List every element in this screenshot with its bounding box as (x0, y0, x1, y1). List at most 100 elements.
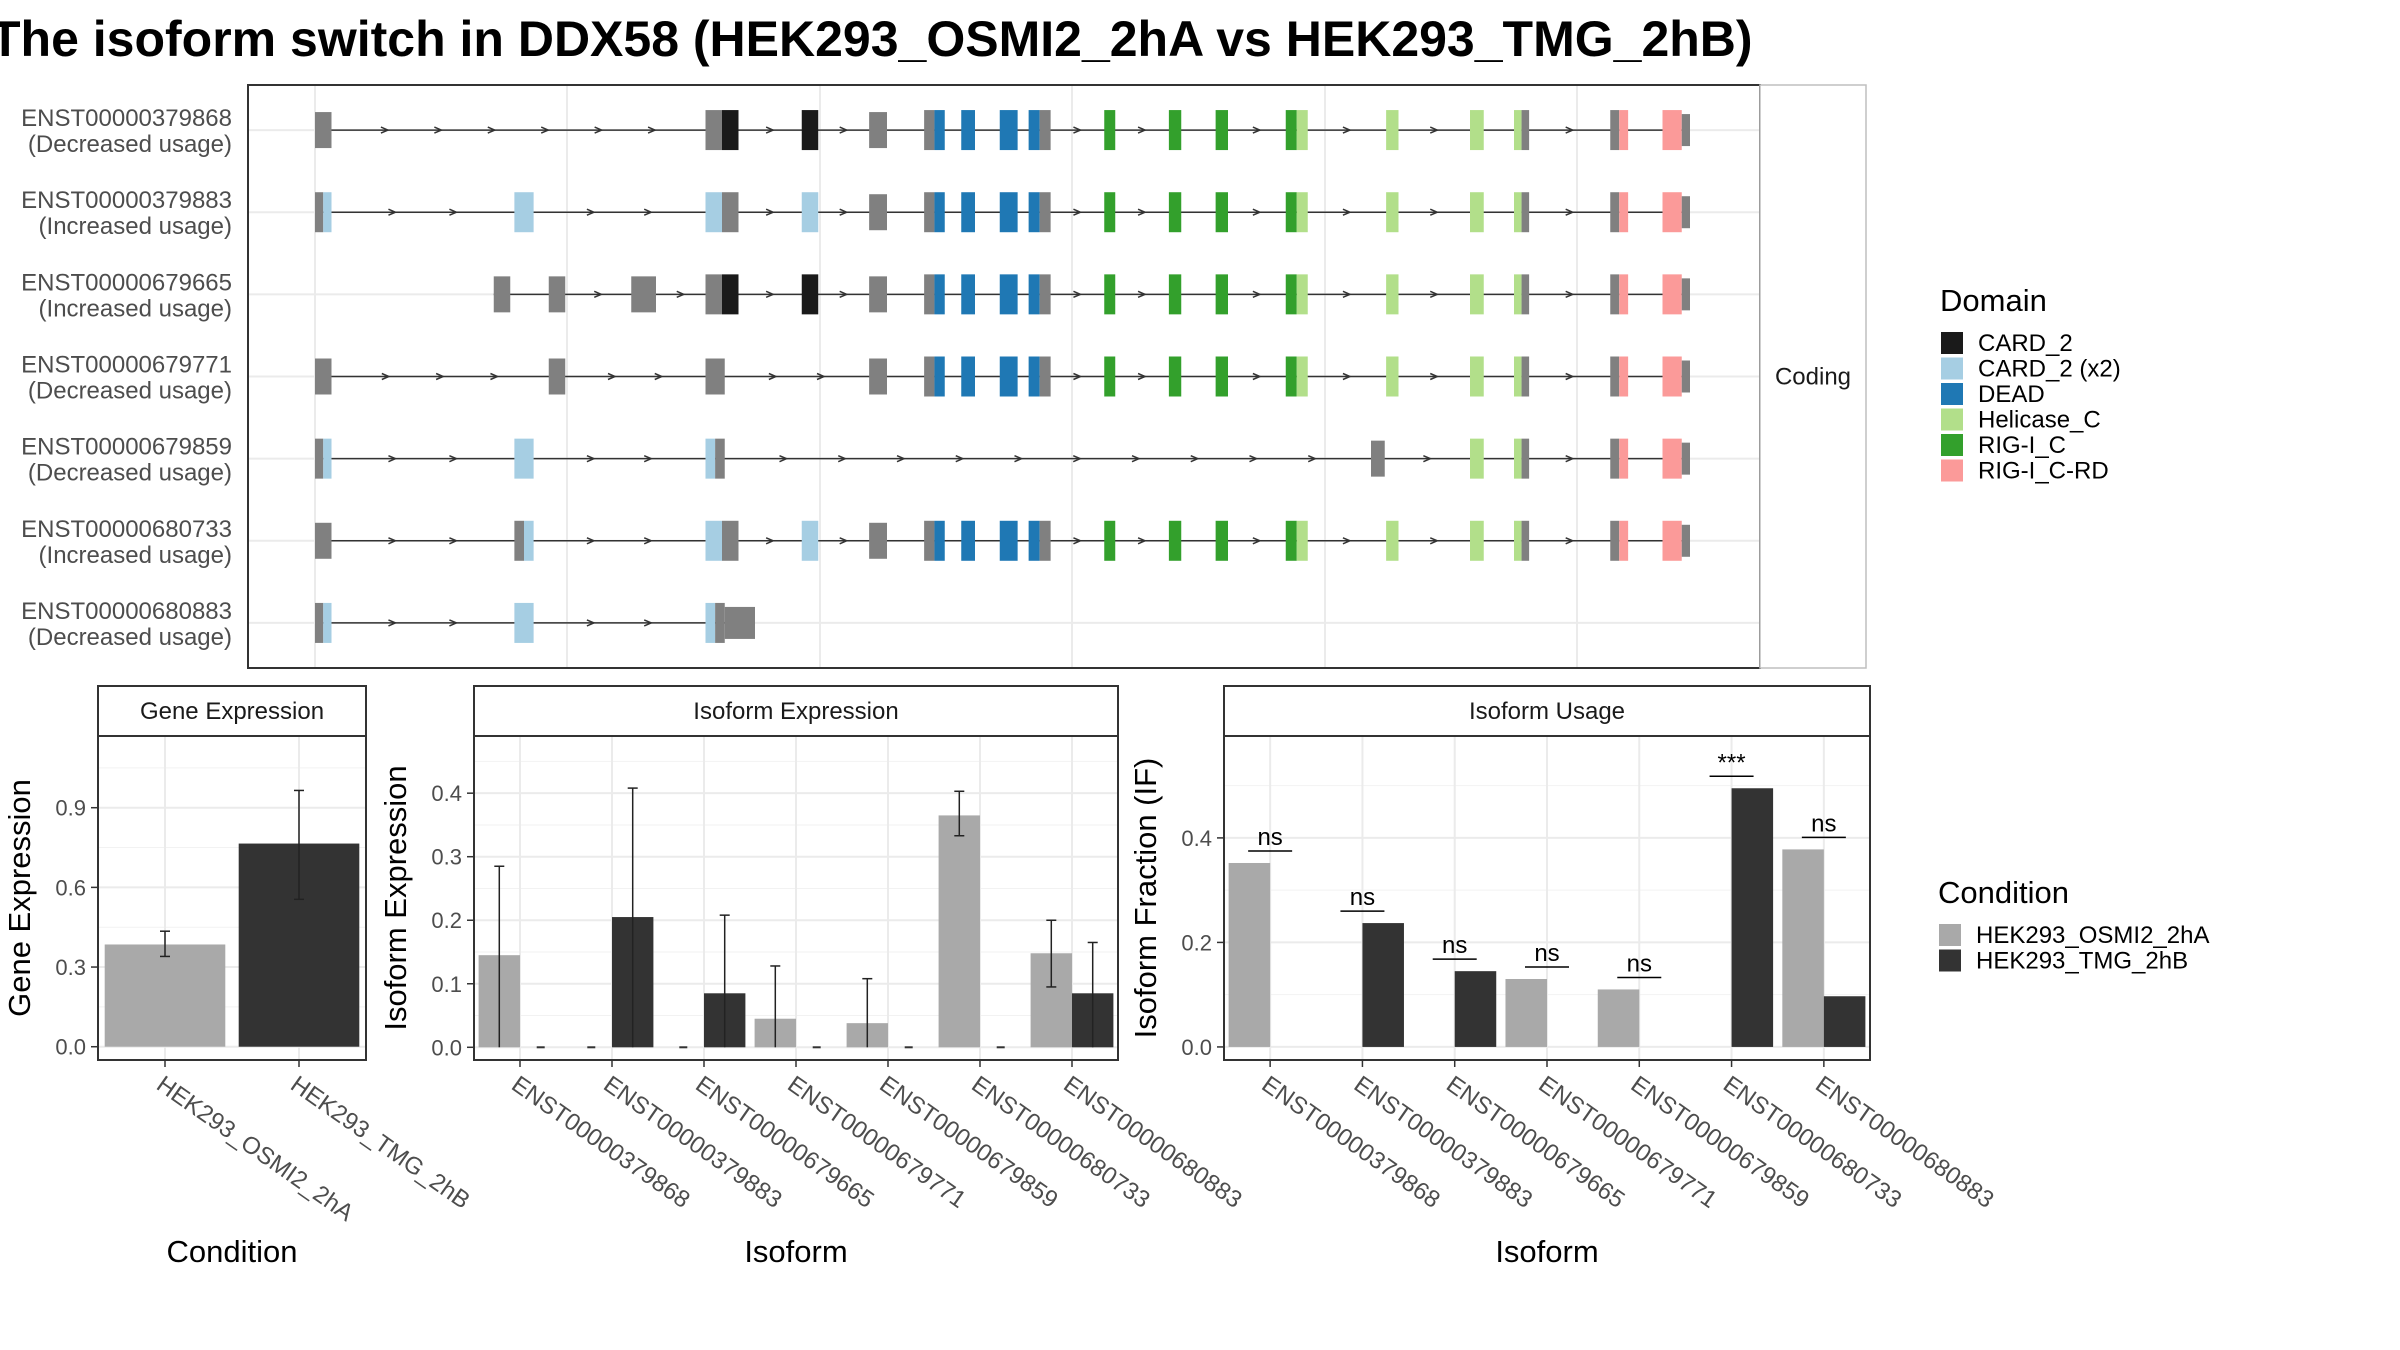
exon-rig-i-c (1168, 274, 1182, 315)
exon-rig-i-c-rd (1662, 274, 1682, 315)
exon-noncoding (1039, 274, 1051, 315)
legend-item-label: DEAD (1978, 381, 2045, 408)
transcript-row (315, 520, 1690, 561)
exon-rig-i-c-rd (1662, 438, 1682, 479)
exon-helicase-c (1296, 520, 1308, 561)
exon-helicase-c (1296, 192, 1308, 233)
exon-helicase-c (1514, 520, 1522, 561)
exon-card-2-x2- (514, 192, 534, 233)
bar (1597, 989, 1640, 1047)
strand-arrow (643, 208, 654, 216)
strand-arrow (1014, 454, 1024, 463)
exon-helicase-c (1470, 438, 1484, 479)
exon-helicase-c (1386, 192, 1399, 233)
exon-dead (999, 520, 1018, 561)
strand-arrow (1073, 126, 1083, 134)
strand-arrow (1249, 454, 1259, 463)
exon-noncoding (869, 194, 887, 231)
strand-arrow (779, 454, 789, 463)
strand-arrow (1137, 208, 1147, 216)
exon-dead (999, 356, 1018, 397)
exon-dead (961, 192, 975, 233)
transcript-id-label: ENST00000379868 (21, 105, 232, 132)
strand-arrow (1252, 208, 1262, 216)
exon-utr (1681, 442, 1690, 475)
transcript-row (315, 192, 1690, 233)
exon-noncoding (493, 276, 511, 313)
strand-arrow (586, 619, 596, 627)
strand-arrow (1072, 454, 1083, 463)
strand-arrow (1565, 126, 1575, 134)
legend-swatch (1939, 924, 1961, 946)
exon-noncoding (869, 112, 887, 149)
transcript-row (315, 438, 1690, 479)
exon-rig-i-c (1285, 110, 1297, 151)
exon-noncoding (631, 276, 656, 313)
legend-item-label: CARD_2 (x2) (1978, 356, 2121, 383)
exon-card-2-x2- (705, 520, 722, 561)
exon-noncoding (1521, 520, 1530, 561)
x-axis-title: Isoform (744, 1234, 847, 1269)
transcript-id-label: ENST00000679859 (21, 434, 232, 461)
transcript-usage-label: (Decreased usage) (28, 460, 232, 487)
exon-card-2-x2- (801, 520, 819, 561)
exon-rig-i-c (1285, 356, 1297, 397)
exon-noncoding (315, 522, 332, 559)
strand-arrow (1252, 126, 1262, 134)
transcript-usage-label: (Decreased usage) (28, 624, 232, 651)
exon-noncoding (924, 110, 935, 151)
exon-rig-i-c-rd (1662, 192, 1682, 233)
exon-rig-i-c (1168, 110, 1182, 151)
exon-noncoding (1039, 520, 1051, 561)
exon-noncoding (715, 438, 725, 479)
strand-arrow (1307, 454, 1318, 463)
exon-dead (1028, 192, 1040, 233)
facet-strip (473, 685, 1119, 737)
significance-label: *** (1718, 749, 1746, 776)
bar (104, 944, 226, 1047)
strand-arrow (435, 372, 446, 381)
strand-arrow (1137, 537, 1147, 545)
exon-noncoding (1521, 438, 1530, 479)
strand-arrow (1190, 454, 1200, 463)
strand-arrow (643, 454, 654, 463)
exon-rig-i-c-rd (1619, 192, 1629, 233)
exon-rig-i-c-rd (1619, 356, 1629, 397)
strand-arrow (1429, 126, 1440, 134)
x-axis-title: Isoform (1495, 1234, 1598, 1269)
legend-item-label: RIG-I_C (1978, 432, 2066, 459)
exon-noncoding (315, 112, 332, 149)
exon-dead (1028, 274, 1040, 315)
strand-arrow (1429, 537, 1440, 545)
strand-arrow (839, 537, 849, 545)
strand-arrow (607, 372, 617, 381)
exon-helicase-c (1386, 274, 1399, 315)
plot-border (97, 735, 367, 1061)
exon-noncoding (514, 520, 524, 561)
legend-item-label: CARD_2 (1978, 330, 2073, 357)
exon-card-2-x2- (323, 438, 332, 479)
exon-noncoding (315, 358, 332, 395)
strand-arrow (1565, 372, 1575, 381)
exon-rig-i-c (1215, 110, 1228, 151)
bar (1823, 996, 1866, 1047)
y-tick-label: 0.9 (55, 796, 86, 821)
transcript-usage-label: (Increased usage) (39, 213, 232, 240)
y-tick-label: 0.2 (431, 908, 462, 933)
strand-arrow (1131, 454, 1141, 463)
strand-arrow (1429, 208, 1440, 216)
strand-arrow (1137, 290, 1147, 299)
strand-arrow (1565, 208, 1575, 216)
exon-utr (1681, 278, 1690, 311)
exon-card-2-x2- (323, 192, 332, 233)
exon-card-2 (801, 274, 819, 315)
strand-arrow (955, 454, 965, 463)
legend-swatch (1941, 357, 1963, 380)
exon-rig-i-c (1104, 110, 1116, 151)
exon-rig-i-c (1285, 274, 1297, 315)
exon-noncoding (1521, 110, 1530, 151)
strand-arrow (1342, 372, 1352, 381)
facet-strip-label: Coding (1775, 364, 1851, 391)
strand-arrow (643, 619, 654, 627)
